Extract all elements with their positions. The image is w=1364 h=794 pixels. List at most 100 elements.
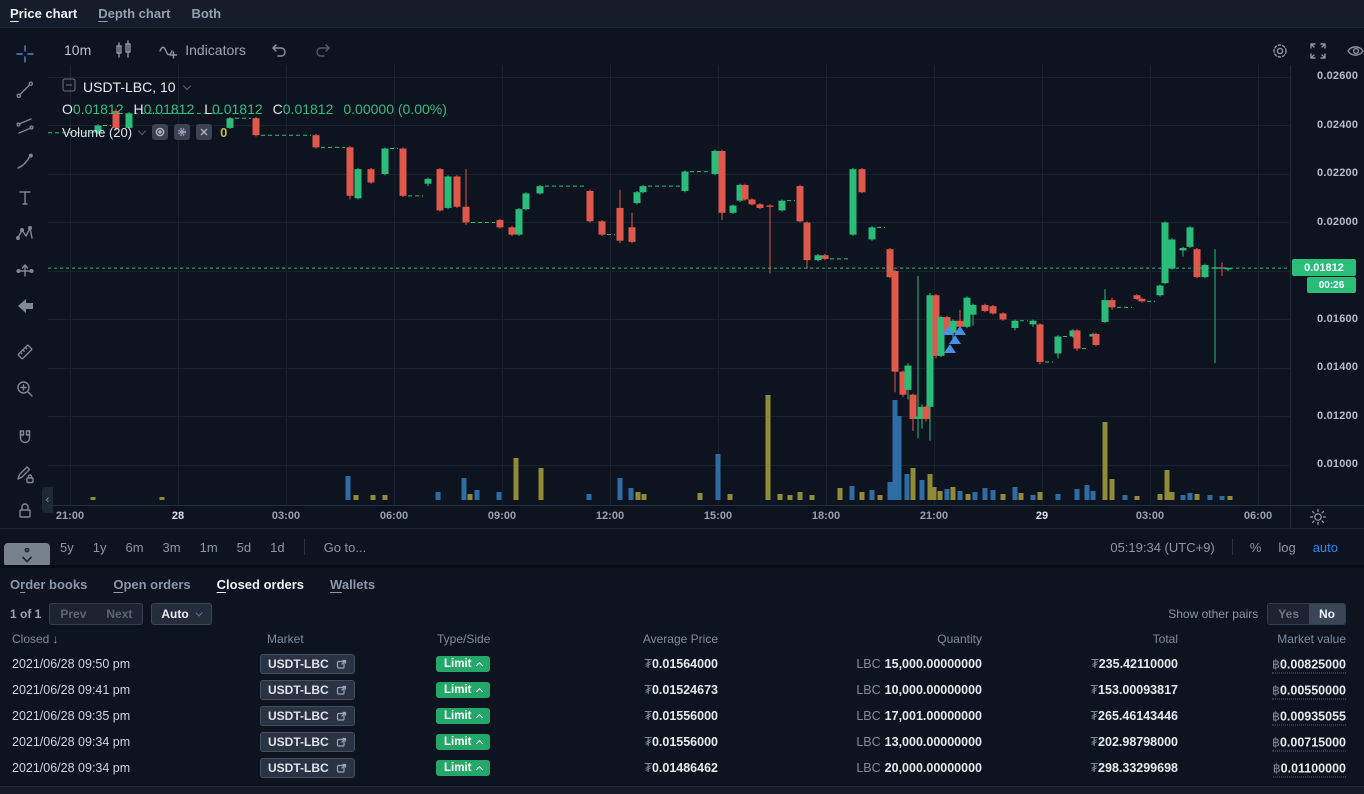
prev-button[interactable]: Prev (60, 607, 87, 621)
divider (1231, 539, 1233, 555)
draw-lock-icon[interactable] (14, 464, 36, 486)
chart-bottom-bar: 5y 1y 6m 3m 1m 5d 1d Go to... 05:19:34 (… (0, 529, 1364, 565)
pattern-tool-icon[interactable] (14, 223, 36, 245)
column-closed[interactable]: Closed ↓ (12, 632, 59, 646)
range-3m[interactable]: 3m (162, 539, 181, 555)
snapshot-eye-icon[interactable] (1345, 40, 1364, 62)
log-scale-button[interactable]: log (1278, 539, 1296, 555)
external-link-icon (336, 685, 346, 695)
fib-tools-icon[interactable] (14, 115, 36, 137)
column-quantity[interactable]: Quantity (937, 632, 982, 646)
market-value-link[interactable]: ฿0.00550000 (1272, 683, 1346, 700)
column-market[interactable]: Market (267, 632, 304, 646)
hide-toolbar-button[interactable] (4, 543, 50, 567)
auto-refresh-dropdown[interactable]: Auto (151, 603, 212, 625)
undo-icon[interactable] (268, 39, 290, 61)
chart-settings-gear-icon[interactable] (1269, 40, 1291, 62)
column-average-price[interactable]: Average Price (642, 632, 718, 646)
tab-wallets[interactable]: Wallets (330, 576, 376, 592)
crosshair-icon[interactable] (14, 43, 36, 65)
next-button[interactable]: Next (106, 607, 133, 621)
range-1m[interactable]: 1m (199, 539, 218, 555)
price-axis-label: 0.01600 (1317, 312, 1359, 325)
type-side-badge[interactable]: Limit (436, 734, 491, 750)
order-closed-time: 2021/06/28 09:50 pm (12, 657, 131, 671)
tab-order-books[interactable]: Order books (10, 576, 88, 592)
clock[interactable]: 05:19:34 (UTC+9) (1110, 539, 1215, 555)
type-side-badge[interactable]: Limit (436, 656, 491, 672)
market-value-link[interactable]: ฿0.00825000 (1272, 657, 1346, 674)
range-6m[interactable]: 6m (125, 539, 144, 555)
column-type-side[interactable]: Type/Side (437, 632, 491, 646)
range-1d[interactable]: 1d (270, 539, 285, 555)
auto-scale-button[interactable]: auto (1312, 539, 1338, 555)
indicators-button[interactable]: Indicators (157, 39, 246, 61)
market-link[interactable]: USDT-LBC (260, 758, 355, 778)
range-1y[interactable]: 1y (92, 539, 107, 555)
column-market-value[interactable]: Market value (1277, 632, 1346, 646)
volume-visibility-icon[interactable] (152, 124, 169, 140)
legend-collapse-icon[interactable] (62, 78, 76, 97)
tab-price-chart[interactable]: Price chart (10, 6, 78, 21)
price-axis[interactable]: 0.02600 0.02400 0.02200 0.02000 0.01600 0.014… (1290, 65, 1364, 505)
brush-icon[interactable] (14, 151, 36, 173)
tab-closed-orders[interactable]: Closed orders (216, 576, 305, 592)
market-link[interactable]: USDT-LBC (260, 654, 355, 674)
redo-icon[interactable] (312, 39, 334, 61)
bottom-scroll-strip[interactable] (0, 786, 1364, 794)
volume-settings-gear-icon[interactable] (174, 124, 191, 140)
market-value-link[interactable]: ฿0.00715000 (1272, 735, 1346, 752)
toolbar-collapse-handle[interactable]: ‹ (42, 487, 53, 513)
candles-layer (94, 108, 1232, 441)
table-row: 2021/06/28 09:34 pm USDT-LBC Limit ₮0.01… (0, 755, 1364, 781)
interval-button[interactable]: 10m (64, 42, 92, 58)
market-link[interactable]: USDT-LBC (260, 680, 355, 700)
chevron-down-icon[interactable] (138, 126, 147, 135)
tab-depth-chart[interactable]: Depth chart (98, 6, 171, 21)
column-total[interactable]: Total (1152, 632, 1178, 646)
volume-label[interactable]: Volume (20) (62, 124, 133, 140)
market-value-link[interactable]: ฿0.00935055 (1272, 709, 1346, 726)
buy-caret-icon (476, 765, 484, 773)
range-5y[interactable]: 5y (60, 539, 74, 555)
time-axis-label: 18:00 (811, 510, 841, 522)
time-axis-line (48, 505, 1364, 506)
fullscreen-icon[interactable] (1307, 40, 1329, 62)
arrow-marker-icon[interactable] (14, 295, 36, 317)
change-value: 0.00000 (0.00%) (343, 101, 447, 117)
order-closed-time: 2021/06/28 09:35 pm (12, 709, 131, 723)
market-link[interactable]: USDT-LBC (260, 732, 355, 752)
type-side-badge[interactable]: Limit (436, 760, 491, 776)
market-link[interactable]: USDT-LBC (260, 706, 355, 726)
tab-open-orders[interactable]: Open orders (113, 576, 191, 592)
percent-scale-button[interactable]: % (1249, 539, 1262, 555)
market-value-link[interactable]: ฿0.01100000 (1272, 761, 1346, 778)
theme-sun-icon[interactable] (1308, 507, 1328, 527)
chart-canvas[interactable] (48, 65, 1290, 505)
trend-line-icon[interactable] (14, 79, 36, 101)
text-tool-icon[interactable] (14, 187, 36, 209)
type-side-badge[interactable]: Limit (436, 682, 491, 698)
goto-button[interactable]: Go to... (323, 539, 367, 555)
symbol-title[interactable]: USDT-LBC, 10 (83, 79, 176, 95)
range-5d[interactable]: 5d (236, 539, 252, 555)
lock-icon[interactable] (14, 500, 36, 522)
tab-both[interactable]: Both (191, 6, 222, 21)
zoom-in-icon[interactable] (14, 378, 36, 400)
time-axis[interactable]: 21:00 28 03:00 06:00 09:00 12:00 15:00 18:00 21:… (48, 506, 1290, 528)
candle-style-icon[interactable] (113, 39, 135, 61)
table-row: 2021/06/28 09:34 pm USDT-LBC Limit ₮0.01… (0, 729, 1364, 755)
volume-remove-icon[interactable] (196, 124, 213, 140)
price-axis-label: 0.02000 (1317, 215, 1359, 228)
chevron-down-icon[interactable] (182, 81, 191, 90)
show-other-pairs-label: Show other pairs (1168, 607, 1259, 621)
quantity: LBC 10,000.00000000 (856, 683, 982, 697)
forecast-tool-icon[interactable] (14, 259, 36, 281)
bottombar-divider (0, 528, 1364, 529)
ruler-icon[interactable] (14, 341, 36, 363)
show-pairs-yes-button[interactable]: Yes (1268, 604, 1309, 624)
show-pairs-no-button[interactable]: No (1309, 604, 1345, 624)
magnet-icon[interactable] (14, 427, 36, 449)
external-link-icon (336, 737, 346, 747)
type-side-badge[interactable]: Limit (436, 708, 491, 724)
